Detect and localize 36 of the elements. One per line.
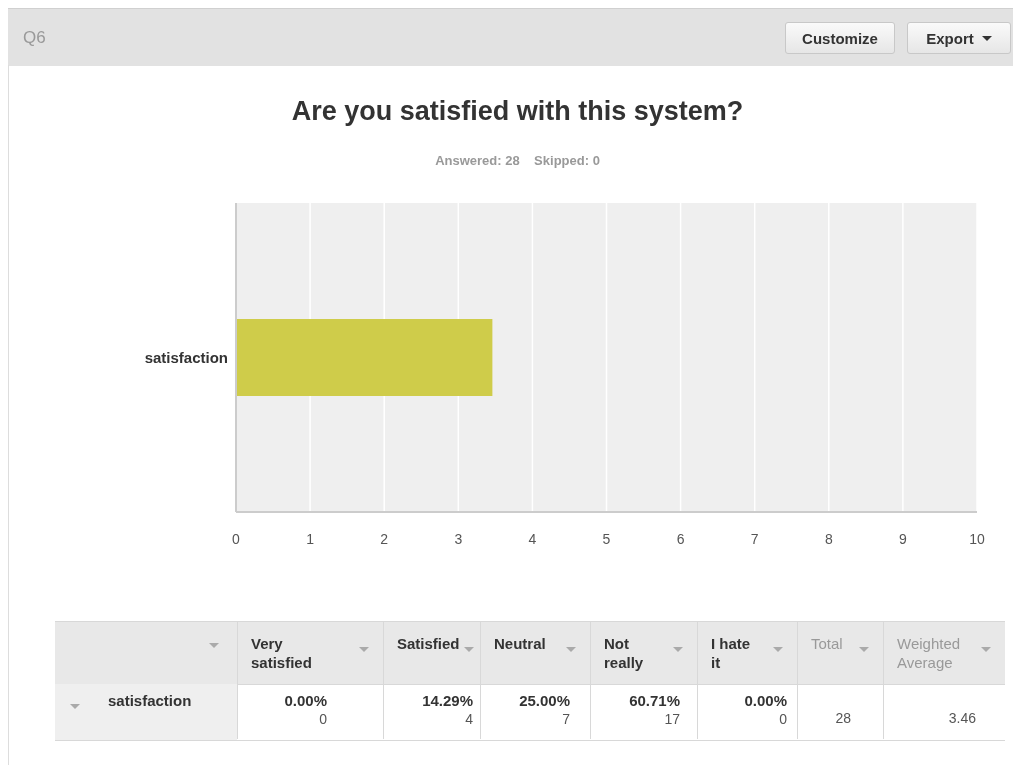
x-tick-label: 2 xyxy=(380,530,389,547)
text: 0 xyxy=(778,710,787,728)
x-tick-label: 0 xyxy=(232,530,241,547)
text: 4 xyxy=(464,710,473,728)
text: Total xyxy=(811,634,843,653)
text: Export xyxy=(907,22,1011,54)
text: Very satisfied xyxy=(251,634,313,672)
x-tick-label: 1 xyxy=(306,530,315,547)
text: 0.00% xyxy=(743,692,787,710)
x-tick-label: 7 xyxy=(750,530,759,547)
text: 25.00% xyxy=(518,692,570,710)
text: 0.00% xyxy=(283,692,327,710)
x-tick-label: 8 xyxy=(824,530,833,547)
x-tick-label: 9 xyxy=(899,530,907,547)
chart-title: Are you satisfied with this system? xyxy=(290,96,745,127)
text: Customize xyxy=(785,22,895,54)
text: 7 xyxy=(561,710,570,728)
text: 3.46 xyxy=(947,710,976,726)
text: 60.71% xyxy=(628,692,680,710)
text: Weighted Average xyxy=(897,634,962,672)
text: Q6 xyxy=(23,28,46,48)
x-tick-label: 4 xyxy=(528,530,537,547)
x-tick-label: 6 xyxy=(676,530,685,547)
text: Satisfied xyxy=(397,634,460,653)
text: Neutral xyxy=(494,634,546,653)
text: 14.29% xyxy=(421,692,473,710)
text: 17 xyxy=(663,710,680,728)
x-tick-label: 5 xyxy=(602,530,611,547)
chart-subtitle: Answered: 28 Skipped: 0 xyxy=(434,153,601,168)
text: Not really xyxy=(604,634,645,672)
x-tick-label: 3 xyxy=(454,530,463,547)
category-label: satisfaction xyxy=(108,692,192,709)
text: I hate it xyxy=(711,634,752,672)
text: 0 xyxy=(318,710,327,728)
x-tick-label: 10 xyxy=(969,530,985,547)
text: 28 xyxy=(834,710,851,726)
